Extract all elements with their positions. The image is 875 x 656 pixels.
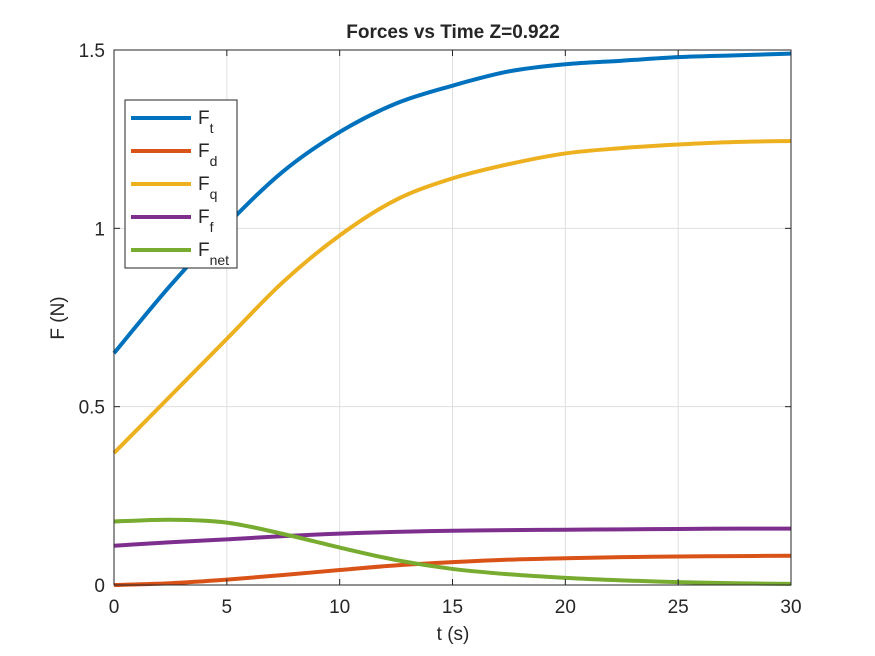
series-line-q xyxy=(112,138,792,455)
y-tick-label: 1 xyxy=(94,219,105,240)
y-axis-label: F (N) xyxy=(48,296,69,339)
y-tick-label: 0.5 xyxy=(79,398,105,419)
legend: Ft Fd Fq Ff Fnet xyxy=(124,99,238,269)
tick-labels: 0 5 10 15 20 25 30 0 0.5 1 1.5 xyxy=(79,41,802,618)
y-tick-label: 1.5 xyxy=(79,41,105,62)
legend-label-q: Fq xyxy=(198,174,217,202)
legend-label-net: Fnet xyxy=(198,240,229,268)
legend-label-f: Ff xyxy=(198,207,214,235)
x-axis-label: t (s) xyxy=(437,624,470,645)
series-line-f xyxy=(113,526,792,548)
x-tick-label: 10 xyxy=(329,597,350,618)
chart-title: Forces vs Time Z=0.922 xyxy=(346,22,560,43)
x-tick-label: 5 xyxy=(222,597,233,618)
x-tick-label: 20 xyxy=(555,597,576,618)
legend-label-t: Ft xyxy=(198,108,214,136)
x-tick-label: 0 xyxy=(109,597,120,618)
y-tick-label: 0 xyxy=(94,576,105,597)
x-tick-label: 25 xyxy=(668,597,689,618)
x-tick-label: 30 xyxy=(780,597,801,618)
legend-label-d: Fd xyxy=(198,141,217,169)
ticks xyxy=(113,49,792,586)
x-tick-label: 15 xyxy=(442,597,463,618)
